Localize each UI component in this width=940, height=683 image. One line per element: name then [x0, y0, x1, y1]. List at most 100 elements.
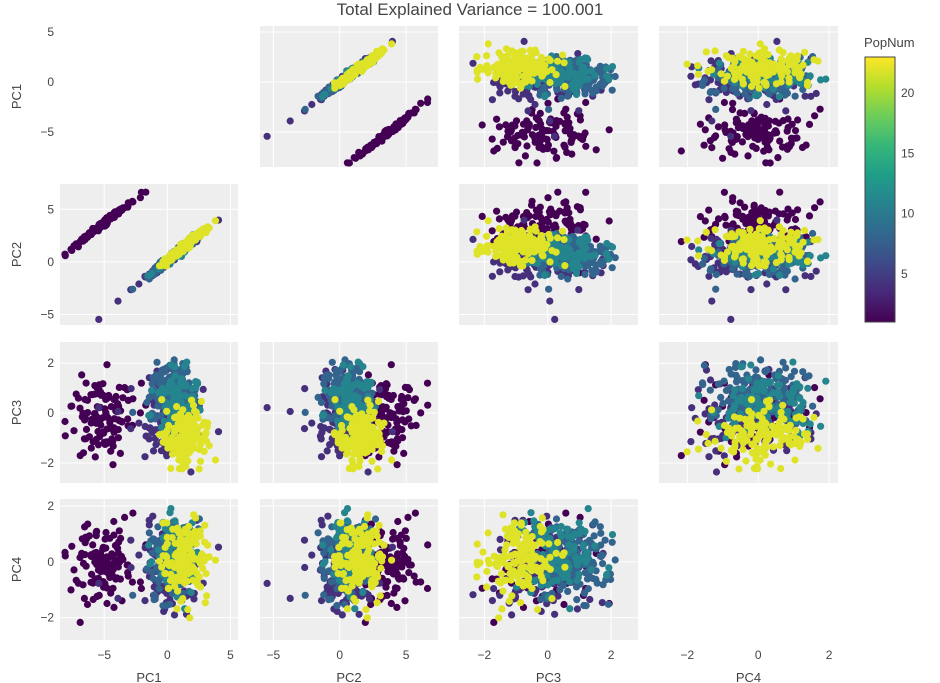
data-point: [784, 123, 792, 132]
data-point: [772, 127, 780, 135]
data-point: [393, 461, 401, 469]
data-point: [747, 82, 756, 90]
data-point: [793, 134, 801, 142]
data-point: [560, 141, 568, 149]
data-point: [378, 45, 387, 53]
data-point: [97, 421, 105, 429]
data-point: [794, 116, 802, 124]
points-group: [263, 37, 432, 167]
data-point: [575, 107, 583, 115]
data-point: [711, 47, 719, 55]
data-point: [582, 188, 590, 196]
data-point: [799, 61, 807, 69]
data-point: [696, 120, 705, 128]
data-point: [566, 129, 574, 137]
data-point: [95, 404, 103, 412]
data-point: [544, 127, 552, 135]
data-point: [148, 386, 156, 394]
data-point: [412, 421, 420, 429]
data-point: [759, 125, 767, 133]
data-point: [82, 379, 90, 387]
data-point: [286, 407, 294, 416]
data-point: [572, 269, 581, 278]
data-point: [538, 217, 546, 225]
data-point: [175, 456, 183, 464]
data-point: [528, 256, 536, 264]
data-point: [544, 194, 552, 202]
data-point: [747, 243, 756, 251]
data-point: [775, 93, 784, 101]
data-point: [484, 69, 492, 77]
data-point: [746, 225, 754, 233]
data-point: [708, 247, 716, 255]
data-point: [581, 90, 589, 98]
data-point: [608, 63, 617, 71]
data-point: [568, 150, 576, 158]
data-point: [478, 212, 486, 220]
data-point: [805, 120, 814, 128]
data-point: [755, 84, 763, 92]
data-point: [95, 315, 103, 323]
data-point: [76, 452, 84, 460]
data-point: [411, 395, 419, 403]
data-point: [739, 255, 748, 263]
data-point: [405, 386, 413, 394]
data-point: [763, 100, 771, 109]
data-point: [505, 257, 513, 265]
data-point: [112, 392, 120, 401]
data-point: [396, 117, 404, 125]
data-point: [807, 92, 815, 100]
data-point: [352, 154, 360, 162]
data-point: [129, 395, 137, 403]
data-point: [568, 226, 576, 234]
data-point: [519, 229, 527, 237]
points-group: [677, 37, 830, 167]
data-point: [541, 244, 549, 252]
data-point: [739, 47, 747, 55]
data-point: [61, 432, 69, 440]
data-point: [507, 137, 516, 145]
data-point: [801, 226, 809, 235]
data-point: [496, 83, 504, 91]
data-point: [83, 396, 92, 404]
data-point: [516, 80, 524, 88]
data-point: [791, 127, 800, 135]
data-point: [707, 88, 715, 96]
data-point: [524, 286, 532, 294]
data-point: [785, 256, 793, 264]
data-point: [565, 209, 573, 217]
data-point: [129, 285, 137, 293]
data-point: [520, 37, 528, 46]
data-point: [552, 71, 560, 79]
data-point: [496, 268, 504, 276]
data-point: [798, 143, 807, 152]
data-point: [568, 81, 576, 89]
data-point: [167, 464, 175, 472]
data-point: [562, 198, 570, 206]
data-point: [495, 215, 503, 223]
data-point: [183, 358, 191, 366]
data-point: [377, 135, 385, 143]
data-point: [708, 144, 716, 152]
panel-pc1-vs-pc3: [459, 26, 638, 167]
data-point: [72, 390, 80, 398]
data-point: [564, 275, 572, 283]
data-point: [478, 121, 486, 129]
data-point: [495, 123, 503, 131]
data-point: [565, 250, 573, 258]
data-point: [777, 243, 785, 251]
data-point: [712, 270, 720, 279]
data-point: [104, 413, 112, 422]
data-point: [557, 272, 565, 280]
data-point: [502, 224, 510, 232]
data-point: [708, 117, 716, 125]
data-point: [359, 65, 367, 73]
data-point: [583, 233, 591, 241]
data-point: [712, 105, 720, 113]
data-point: [748, 236, 756, 244]
data-point: [494, 242, 502, 250]
data-point: [300, 425, 309, 433]
data-point: [552, 210, 561, 218]
data-point: [765, 90, 774, 98]
data-point: [694, 62, 702, 70]
